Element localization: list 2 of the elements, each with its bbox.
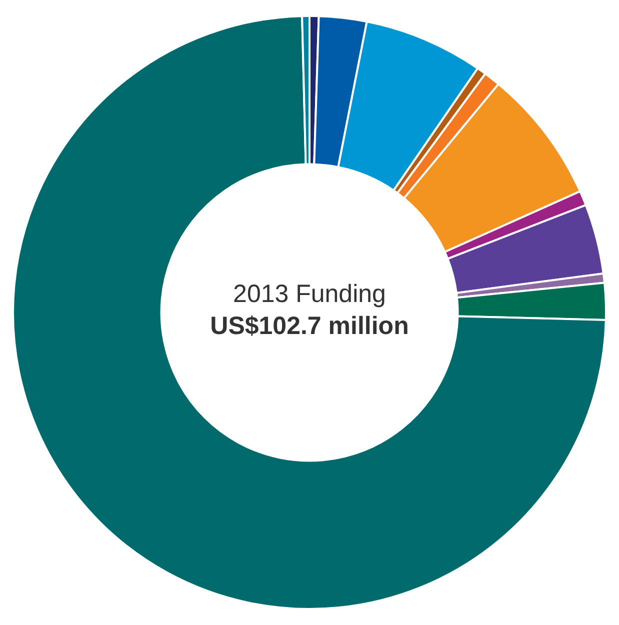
text: US$102.7 million xyxy=(209,311,410,342)
text: 2013 Funding xyxy=(232,279,387,310)
